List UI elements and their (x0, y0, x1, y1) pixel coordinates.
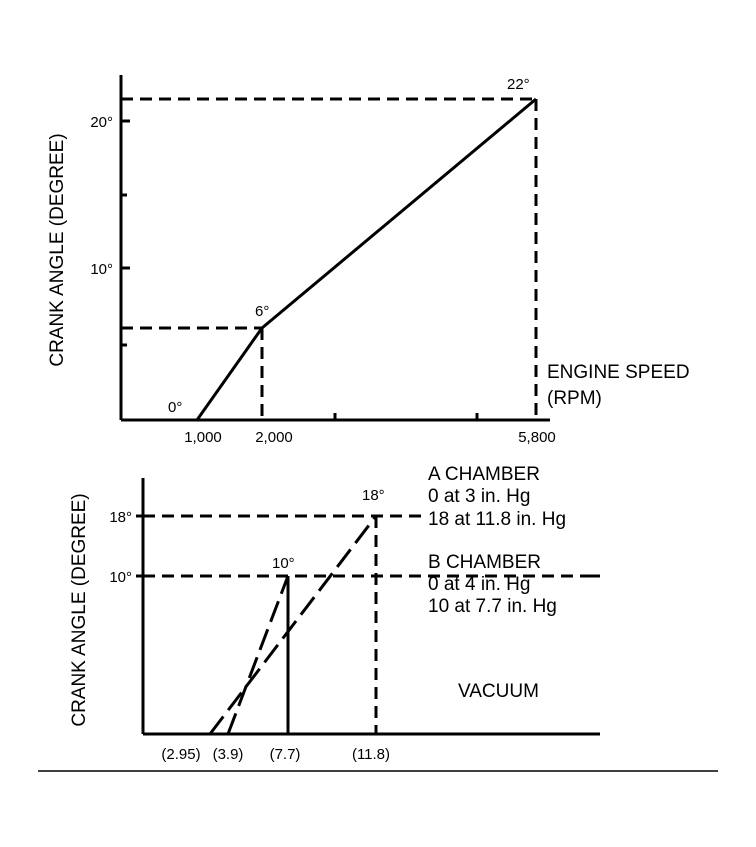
bottom-y-tick-label-18: 18° (109, 509, 132, 526)
top-x-axis-label-line2: (RPM) (547, 388, 602, 409)
bottom-series-a-chamber-line (208, 515, 378, 735)
legend-b-chamber-title: B CHAMBER (428, 552, 541, 573)
legend-a-chamber-title: A CHAMBER (428, 464, 540, 485)
bottom-y-tick-label-10: 10° (109, 569, 132, 586)
bottom-x-tick-label-2-95: (2.95) (161, 746, 200, 763)
bottom-peak-label-10: 10° (272, 555, 295, 572)
legend-a-chamber-line2: 18 at 11.8 in. Hg (428, 509, 566, 530)
bottom-chart: CRANK ANGLE (DEGREE) 18° 10° 18° 10° A C… (69, 464, 600, 763)
top-y-tick-label-10: 10° (90, 261, 113, 278)
top-x-tick-label-2000: 2,000 (255, 429, 293, 446)
top-y-axis-label: CRANK ANGLE (DEGREE) (47, 133, 68, 366)
legend-a-chamber-line1: 0 at 3 in. Hg (428, 486, 530, 507)
legend-b-chamber-line1: 0 at 4 in. Hg (428, 574, 530, 595)
bottom-y-axis-label: CRANK ANGLE (DEGREE) (69, 493, 90, 726)
top-point-label-22: 22° (507, 76, 530, 93)
top-point-label-0: 0° (168, 399, 182, 416)
top-y-tick-label-20: 20° (90, 114, 113, 131)
top-point-label-6: 6° (255, 303, 269, 320)
top-chart: CRANK ANGLE (DEGREE) 10° 20° 1,000 2,000… (47, 75, 690, 446)
bottom-x-tick-label-7-7: (7.7) (270, 746, 301, 763)
bottom-peak-label-18: 18° (362, 487, 385, 504)
legend-b-chamber-line2: 10 at 7.7 in. Hg (428, 596, 557, 617)
top-x-tick-label-1000: 1,000 (184, 429, 222, 446)
bottom-series-b-chamber-line (226, 575, 290, 735)
bottom-x-tick-label-3-9: (3.9) (213, 746, 244, 763)
top-x-axis-label-line1: ENGINE SPEED (547, 362, 690, 383)
top-series-advance-line (195, 97, 537, 421)
bottom-x-axis-label: VACUUM (458, 681, 539, 702)
top-x-tick-label-5800: 5,800 (518, 429, 556, 446)
bottom-x-tick-label-11-8: (11.8) (352, 746, 390, 763)
